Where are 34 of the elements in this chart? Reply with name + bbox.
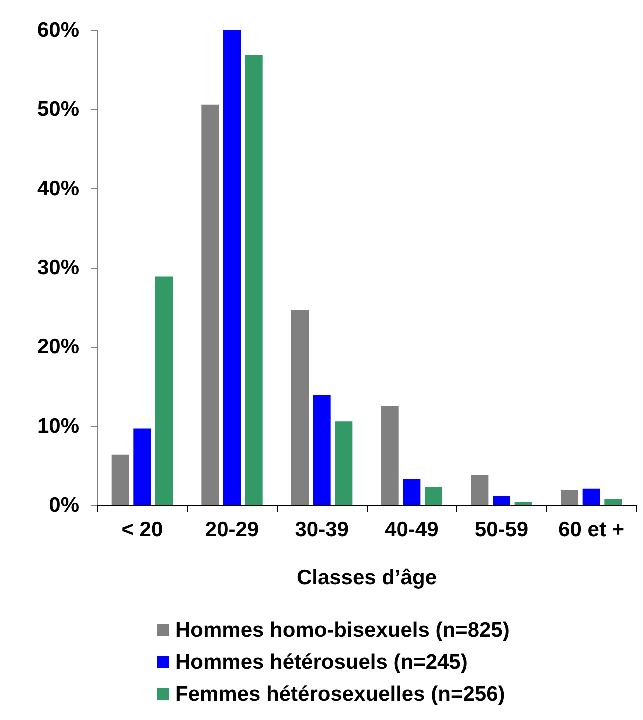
bar <box>403 479 421 506</box>
x-tick-label: < 20 <box>122 518 164 542</box>
y-tick-label: 0% <box>49 494 80 517</box>
bar <box>381 406 399 506</box>
x-tick-label: 60 et + <box>558 518 625 542</box>
x-tick-label: 40-49 <box>385 518 439 542</box>
bar <box>471 475 489 506</box>
y-tick-label: 50% <box>37 98 80 122</box>
y-tick-label: 20% <box>37 336 80 359</box>
x-tick-label: 50-59 <box>474 518 529 542</box>
y-tick-label: 10% <box>37 414 80 438</box>
bar <box>604 499 622 506</box>
legend-label: Hommes hétérosuels (n=245) <box>176 651 468 674</box>
bar <box>335 422 353 506</box>
bar <box>560 490 579 506</box>
bar <box>112 454 130 506</box>
bar <box>492 496 511 506</box>
x-tick-label: 20-29 <box>205 518 260 542</box>
bar <box>202 104 220 506</box>
legend-label: Hommes homo-bisexuels (n=825) <box>176 619 510 642</box>
x-axis-title: Classes d’âge <box>296 566 438 590</box>
y-tick-label: 30% <box>37 256 80 280</box>
legend-label: Femmes hétérosexuelles (n=256) <box>176 683 506 706</box>
bar <box>245 55 263 506</box>
x-tick-label: 30-39 <box>295 518 349 542</box>
bar <box>155 276 174 506</box>
y-tick-label: 60% <box>37 19 80 42</box>
bar <box>291 310 310 506</box>
bar <box>134 428 152 506</box>
bar <box>582 488 600 506</box>
bar <box>223 30 242 506</box>
bar <box>424 487 443 506</box>
y-tick-label: 40% <box>37 177 80 200</box>
bar <box>313 395 331 506</box>
